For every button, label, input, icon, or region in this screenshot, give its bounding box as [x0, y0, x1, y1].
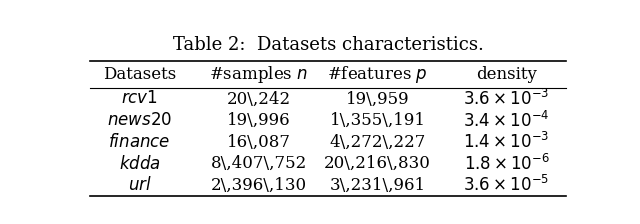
Text: Datasets: Datasets — [103, 66, 176, 83]
Text: density: density — [476, 66, 537, 83]
Text: $url$: $url$ — [127, 176, 152, 194]
Text: 16\,087: 16\,087 — [227, 134, 291, 151]
Text: $1.8 \times 10^{-6}$: $1.8 \times 10^{-6}$ — [463, 153, 550, 174]
Text: 4\,272\,227: 4\,272\,227 — [330, 134, 426, 151]
Text: 2\,396\,130: 2\,396\,130 — [211, 177, 307, 194]
Text: $3.4 \times 10^{-4}$: $3.4 \times 10^{-4}$ — [463, 110, 550, 131]
Text: $finance$: $finance$ — [108, 133, 171, 151]
Text: $rcv1$: $rcv1$ — [121, 90, 158, 107]
Text: #features $p$: #features $p$ — [327, 64, 428, 85]
Text: $1.4 \times 10^{-3}$: $1.4 \times 10^{-3}$ — [463, 132, 550, 152]
Text: 1\,355\,191: 1\,355\,191 — [330, 112, 426, 129]
Text: $3.6 \times 10^{-5}$: $3.6 \times 10^{-5}$ — [463, 175, 550, 195]
Text: 3\,231\,961: 3\,231\,961 — [330, 177, 426, 194]
Text: 20\,242: 20\,242 — [227, 90, 291, 107]
Text: Table 2:  Datasets characteristics.: Table 2: Datasets characteristics. — [173, 35, 483, 54]
Text: 19\,959: 19\,959 — [346, 90, 410, 107]
Text: $3.6 \times 10^{-3}$: $3.6 \times 10^{-3}$ — [463, 89, 550, 109]
Text: $kdda$: $kdda$ — [118, 155, 161, 172]
Text: $news20$: $news20$ — [107, 112, 172, 129]
Text: 19\,996: 19\,996 — [227, 112, 291, 129]
Text: 20\,216\,830: 20\,216\,830 — [324, 155, 431, 172]
Text: #samples $n$: #samples $n$ — [209, 64, 308, 85]
Text: 8\,407\,752: 8\,407\,752 — [211, 155, 307, 172]
